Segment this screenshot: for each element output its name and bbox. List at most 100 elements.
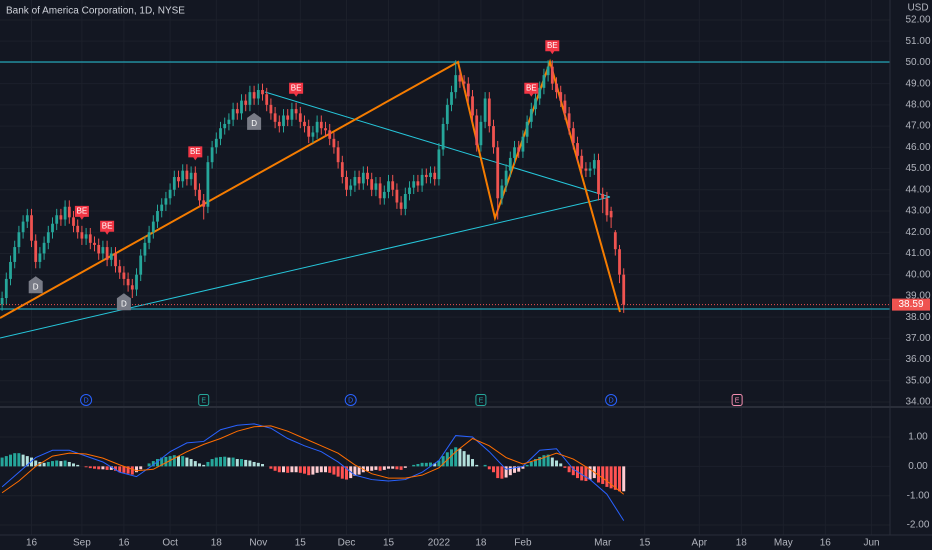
histogram-bar bbox=[550, 457, 554, 467]
candle-body bbox=[315, 121, 319, 133]
candle-body bbox=[555, 83, 558, 93]
candle-body bbox=[93, 242, 96, 245]
candle-body bbox=[84, 234, 88, 239]
histogram-bar bbox=[9, 454, 13, 467]
candle-body bbox=[420, 174, 424, 186]
y-tick-label: 52.00 bbox=[905, 15, 930, 26]
candle-body bbox=[139, 255, 143, 275]
signal-line bbox=[1, 425, 625, 495]
histogram-bar bbox=[441, 456, 445, 467]
candle-body bbox=[580, 155, 584, 169]
candle-body bbox=[265, 94, 269, 105]
x-tick-label: Nov bbox=[249, 538, 267, 549]
x-tick-label: Apr bbox=[692, 538, 708, 549]
x-tick-label: Oct bbox=[162, 538, 178, 549]
histogram-bar bbox=[303, 466, 307, 474]
histogram-bar bbox=[395, 466, 399, 470]
histogram-bar bbox=[273, 466, 277, 471]
candle-body bbox=[538, 87, 542, 99]
histogram-bar bbox=[588, 466, 592, 480]
event-label: D bbox=[348, 397, 353, 404]
histogram-bar bbox=[177, 456, 181, 467]
y-tick-label: 1.00 bbox=[908, 432, 928, 443]
candle-body bbox=[601, 194, 605, 199]
candle-body bbox=[38, 253, 42, 262]
candle-body bbox=[256, 90, 260, 99]
histogram-bar bbox=[462, 451, 466, 467]
candle-body bbox=[156, 210, 159, 222]
candle-body bbox=[34, 240, 38, 262]
candle-body bbox=[46, 232, 50, 243]
candle-body bbox=[160, 204, 164, 211]
histogram-bar bbox=[399, 466, 403, 470]
histogram-bar bbox=[483, 464, 487, 467]
histogram-bar bbox=[466, 454, 470, 467]
candle-body bbox=[193, 172, 197, 190]
histogram-bar bbox=[307, 466, 311, 476]
candle-body bbox=[450, 92, 453, 105]
candle-body bbox=[550, 66, 554, 84]
histogram-bar bbox=[261, 464, 265, 467]
x-tick-label: 18 bbox=[211, 538, 223, 549]
candle-body bbox=[72, 217, 75, 226]
candle-body bbox=[282, 115, 285, 127]
histogram-bar bbox=[387, 466, 391, 469]
histogram-bar bbox=[504, 466, 508, 478]
candle-body bbox=[416, 181, 420, 186]
histogram-bar bbox=[151, 461, 155, 467]
histogram-bar bbox=[160, 457, 164, 467]
candle-body bbox=[126, 278, 130, 286]
candle-body bbox=[345, 177, 348, 190]
histogram-bar bbox=[521, 466, 525, 469]
histogram-bar bbox=[382, 466, 386, 470]
candle-body bbox=[114, 253, 117, 267]
candle-body bbox=[370, 179, 374, 190]
y-tick-label: 48.00 bbox=[905, 99, 930, 110]
x-tick-label: 18 bbox=[736, 538, 748, 549]
trend-line bbox=[0, 196, 611, 339]
candle-body bbox=[483, 98, 487, 122]
histogram-bar bbox=[172, 455, 176, 467]
flag-label: BE bbox=[526, 83, 537, 92]
histogram-bar bbox=[206, 461, 210, 467]
candle-body bbox=[286, 115, 290, 120]
x-tick-label: 16 bbox=[820, 538, 832, 549]
candle-body bbox=[223, 123, 227, 129]
candle-body bbox=[324, 128, 327, 131]
earnings-flag bbox=[289, 82, 304, 97]
y-tick-label: 42.00 bbox=[905, 227, 930, 238]
earnings-flag bbox=[545, 40, 560, 55]
histogram-bar bbox=[332, 466, 336, 475]
candle-body bbox=[496, 147, 500, 199]
histogram-bar bbox=[97, 466, 101, 470]
y-tick-label: 34.00 bbox=[905, 397, 930, 408]
macd-line bbox=[1, 423, 625, 521]
x-tick-label: 16 bbox=[26, 538, 38, 549]
flag-label: BE bbox=[291, 83, 302, 92]
histogram-bar bbox=[109, 466, 113, 470]
histogram-bar bbox=[156, 459, 160, 467]
drawings bbox=[0, 58, 890, 339]
histogram-bar bbox=[210, 459, 214, 467]
histogram-bar bbox=[324, 466, 328, 473]
candle-body bbox=[273, 113, 277, 122]
x-tick-label: 15 bbox=[639, 538, 651, 549]
candle-body bbox=[164, 198, 168, 205]
histogram-bar bbox=[542, 455, 546, 467]
candle-body bbox=[395, 189, 399, 203]
y-tick-label: 0.00 bbox=[908, 461, 928, 472]
y-tick-label: 43.00 bbox=[905, 206, 930, 217]
histogram-bar bbox=[328, 466, 332, 473]
flag-label: BE bbox=[102, 221, 113, 230]
histogram-bar bbox=[202, 464, 206, 467]
y-tick-label: -2.00 bbox=[907, 520, 930, 531]
candle-body bbox=[248, 92, 252, 105]
candle-body bbox=[605, 198, 609, 216]
candle-body bbox=[172, 177, 176, 190]
histogram-bar bbox=[198, 463, 202, 467]
event-icon bbox=[475, 394, 487, 406]
histogram-bar bbox=[223, 456, 227, 467]
candle-body bbox=[349, 185, 353, 190]
candle-body bbox=[475, 115, 479, 146]
earnings-flag bbox=[100, 220, 115, 235]
